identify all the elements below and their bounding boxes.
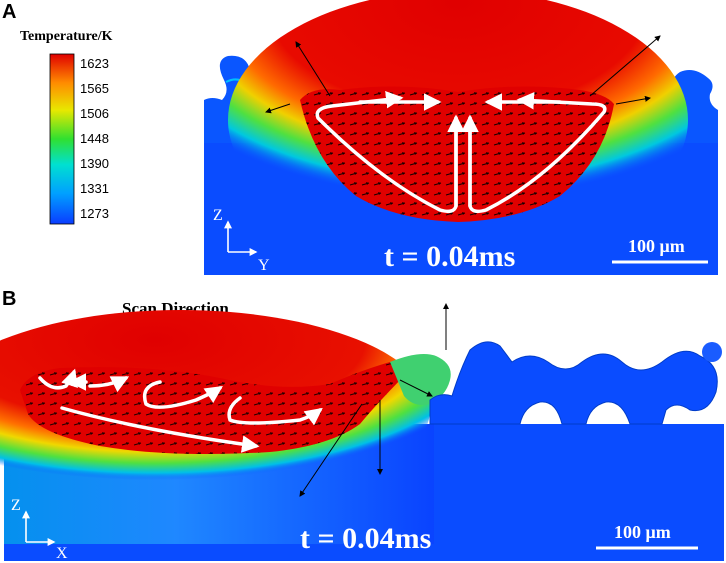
velocity-arrow (589, 35, 661, 97)
powder-particle (702, 342, 722, 362)
velocity-arrow (295, 41, 331, 97)
panel-b: B Scan Direction (0, 288, 724, 562)
axis-triad-b (22, 510, 56, 546)
colorbar-tick-label: 1506 (80, 106, 109, 121)
colorbar-title: Temperature/K (20, 29, 113, 44)
colorbar-tick-label: 1565 (80, 81, 109, 96)
velocity-arrow (615, 95, 651, 105)
colorbar-ticks: 1623 1565 1506 1448 1390 1331 1273 (80, 56, 109, 221)
colorbar-tick-label: 1331 (80, 181, 109, 196)
axis-y-label: Y (258, 257, 270, 274)
time-label-b: t = 0.04ms (300, 522, 431, 555)
flow-loops-b (38, 368, 323, 453)
axis-z-label: Z (213, 207, 223, 224)
axis-x-label: X (56, 545, 68, 562)
colorbar-tick-label: 1390 (80, 156, 109, 171)
velocity-arrow (399, 379, 433, 397)
simulation-view-b: Z X t = 0.04ms 100 μm (0, 303, 724, 562)
powder-bed (429, 341, 718, 425)
axis-z-label-b: Z (11, 497, 21, 514)
scale-bar-label-b: 100 μm (614, 522, 671, 542)
colorbar: Temperature/K 1623 1565 1506 1448 1390 1331 12… (20, 29, 113, 225)
colorbar-tick-label: 1448 (80, 131, 109, 146)
scale-bar-label-a: 100 μm (628, 236, 685, 256)
axis-triad-a (224, 220, 258, 256)
simulation-view-a: Z Y t = 0.04ms 100 μm (204, 0, 718, 275)
colorbar-tick-label: 1623 (80, 56, 109, 71)
panel-a: A Temperature/K 1623 1565 1506 1448 1390 1331… (2, 0, 718, 275)
time-label-a: t = 0.04ms (384, 240, 515, 273)
velocity-arrow (265, 103, 291, 114)
colorbar-tick-label: 1273 (80, 206, 109, 221)
colorbar-gradient (49, 53, 75, 225)
panel-a-label: A (2, 1, 16, 23)
velocity-arrow (299, 403, 363, 497)
flow-loops-a (315, 90, 607, 214)
panel-b-label: B (2, 288, 16, 310)
